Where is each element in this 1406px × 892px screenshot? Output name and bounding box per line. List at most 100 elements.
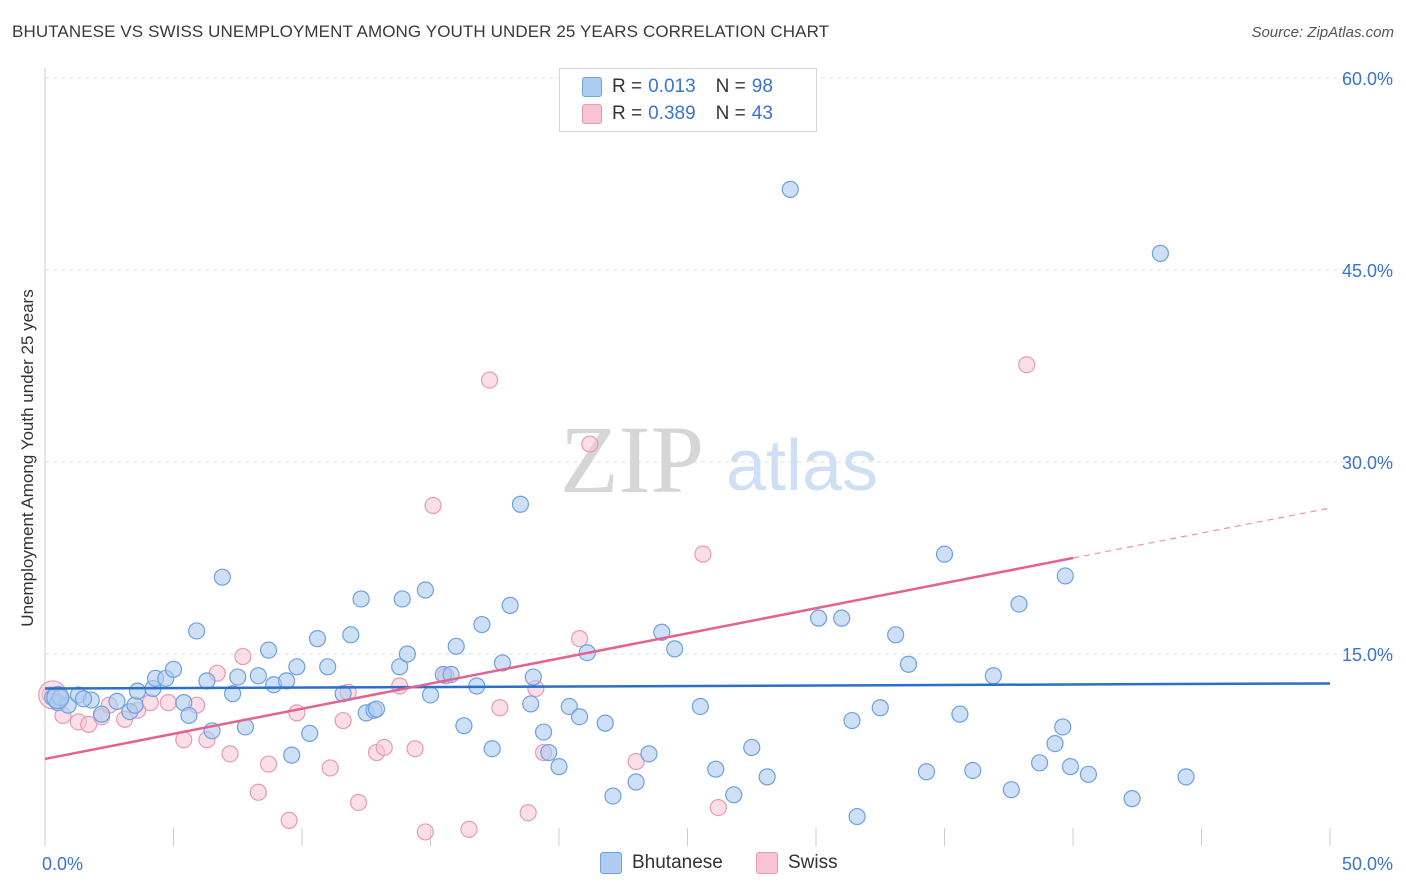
grid-lines [45, 77, 1394, 655]
bhutanese-point [511, 495, 530, 513]
swiss-point [627, 752, 645, 771]
bhutanese-point [534, 723, 553, 741]
bhutanese-point [743, 738, 761, 757]
swiss-point [481, 371, 499, 389]
swiss-point [234, 647, 252, 666]
bhutanese-point [848, 807, 866, 826]
swiss-point [80, 715, 98, 734]
watermark-zip: ZIP [560, 406, 704, 513]
bhutanese-point [951, 705, 969, 723]
bhutanese-point [164, 660, 183, 678]
bhutanese-point [1056, 567, 1074, 585]
bhutanese-point [128, 682, 147, 700]
bhutanese-point [455, 717, 473, 735]
bhutanese-point [108, 692, 126, 710]
swiss-point [349, 793, 368, 812]
swiss-point [321, 759, 339, 777]
bhutanese-point [74, 690, 93, 708]
swiss-point [249, 783, 267, 801]
bhutanese-point [288, 658, 306, 676]
swiss-point [491, 699, 509, 717]
bhutanese-legend-label: Bhutanese [632, 852, 723, 873]
swiss-point [288, 704, 306, 722]
bhutanese-point [319, 658, 337, 676]
swiss-trend-extension [1072, 507, 1331, 559]
swiss-n-value: 43 [751, 103, 773, 124]
swiss-point [375, 738, 393, 757]
bhutanese-cluster-point [46, 685, 70, 710]
bhutanese-point [604, 787, 622, 805]
bhutanese-point [899, 655, 918, 673]
bhutanese-point [501, 596, 519, 614]
bhutanese-point [570, 708, 589, 726]
swiss-point [259, 755, 278, 773]
bhutanese-point [1079, 765, 1098, 783]
bhutanese-point [871, 699, 889, 717]
bhutanese-point [833, 609, 851, 627]
swiss-point [141, 694, 159, 712]
legend-item-bhutanese: Bhutanese [600, 852, 723, 874]
y-tick-label: 15.0% [1342, 645, 1393, 665]
swiss-legend-label: Swiss [788, 852, 838, 873]
bhutanese-point [447, 637, 465, 655]
swiss-point [694, 545, 712, 563]
bhutanese-point [352, 590, 370, 608]
bhutanese-point [917, 763, 936, 781]
bhutanese-point [809, 609, 828, 627]
bhutanese-point [1046, 734, 1064, 753]
bhutanese-point [1010, 595, 1028, 613]
bhutanese-point [560, 697, 578, 716]
series-legend: Bhutanese Swiss [0, 852, 1406, 876]
correlation-legend: R = 0.013 N = 98 R = 0.389 N = 43 [559, 68, 817, 132]
bhutanese-point [277, 672, 296, 690]
bhutanese-point [758, 768, 776, 786]
bhutanese-point [259, 641, 278, 659]
bhutanese-point [522, 695, 540, 713]
r-label: R = [612, 103, 643, 124]
bhutanese-point [1177, 768, 1195, 786]
bhutanese-point [308, 630, 327, 648]
bhutanese-legend-swatch [600, 852, 622, 874]
bhutanese-point [398, 645, 416, 663]
bhutanese-point [213, 568, 231, 586]
bhutanese-point [707, 760, 725, 778]
bhutanese-point [342, 626, 360, 644]
bhutanese-r-value: 0.013 [648, 76, 696, 97]
bhutanese-point [126, 696, 144, 714]
bhutanese-point [550, 758, 568, 776]
bhutanese-points [44, 180, 1195, 826]
swiss-point [406, 740, 424, 758]
bhutanese-point [666, 640, 684, 658]
bhutanese-point [493, 654, 512, 672]
swiss-point [416, 823, 434, 841]
watermark-atlas: atlas [726, 426, 878, 506]
bhutanese-point [781, 180, 799, 198]
n-label: N = [715, 103, 746, 124]
bhutanese-point [229, 668, 247, 686]
bhutanese-swatch [582, 77, 602, 97]
y-tick-label: 30.0% [1342, 453, 1393, 473]
bhutanese-point [301, 724, 319, 742]
bhutanese-point [935, 545, 954, 563]
swiss-points [38, 356, 1036, 841]
bhutanese-point [1123, 790, 1141, 808]
bhutanese-point [416, 581, 434, 599]
swiss-point [519, 804, 537, 822]
swiss-point [460, 820, 478, 838]
y-tick-label: 60.0% [1342, 69, 1393, 89]
bhutanese-point [843, 711, 861, 730]
trend-lines [44, 507, 1331, 761]
bhutanese-point [1002, 781, 1020, 799]
bhutanese-trend-line [44, 682, 1331, 690]
legend-row-bhutanese: R = 0.013 N = 98 [582, 75, 773, 99]
bhutanese-point [1061, 758, 1080, 776]
swiss-r-value: 0.389 [648, 103, 696, 124]
y-tick-label: 45.0% [1342, 261, 1393, 281]
bhutanese-point [540, 743, 558, 762]
bhutanese-point [92, 705, 111, 723]
swiss-point [280, 811, 298, 830]
bhutanese-point [367, 700, 386, 718]
swiss-point [334, 711, 352, 730]
bhutanese-point [653, 623, 671, 641]
